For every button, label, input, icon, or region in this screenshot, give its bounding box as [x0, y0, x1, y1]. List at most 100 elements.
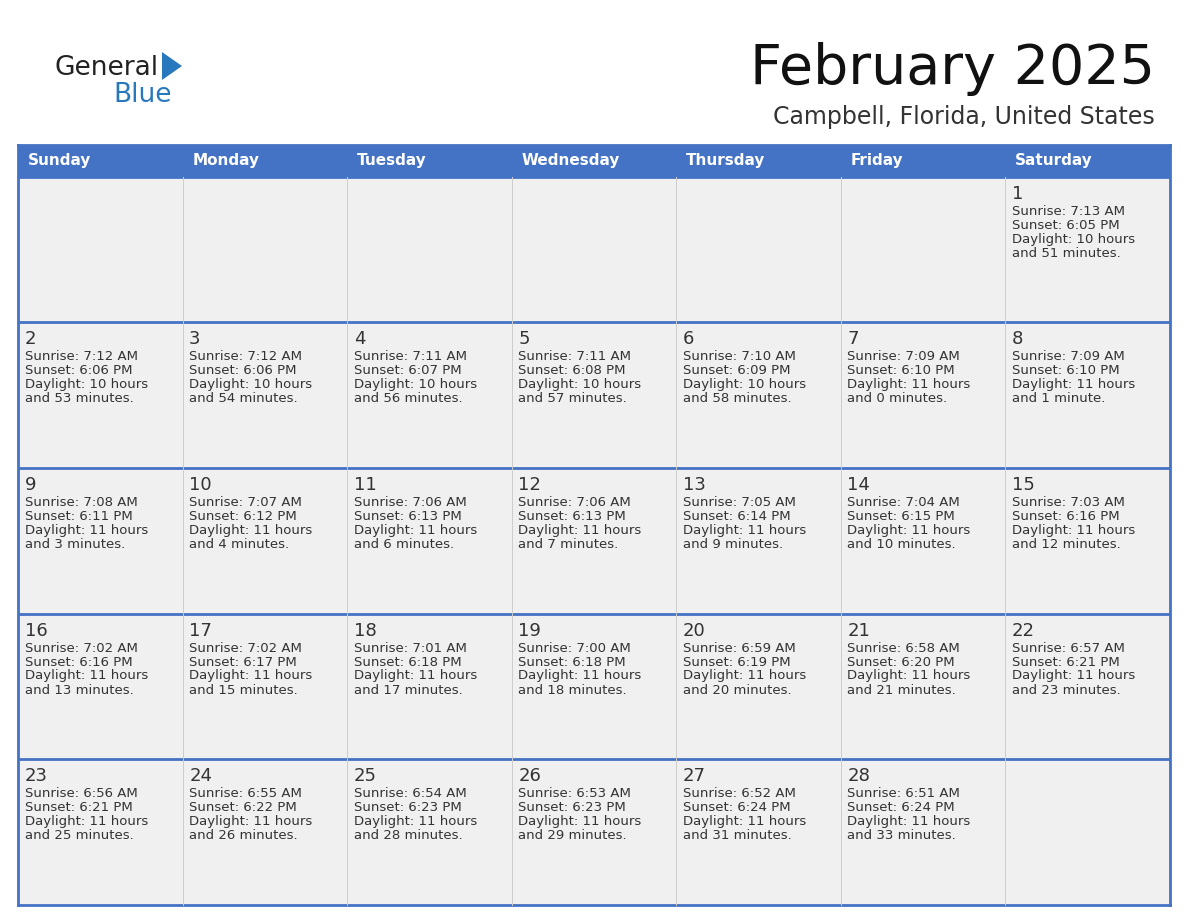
- Text: Sunrise: 7:06 AM: Sunrise: 7:06 AM: [354, 496, 467, 509]
- Text: 23: 23: [25, 767, 48, 785]
- Text: Sunset: 6:23 PM: Sunset: 6:23 PM: [518, 801, 626, 814]
- Text: Sunset: 6:24 PM: Sunset: 6:24 PM: [683, 801, 790, 814]
- Text: Sunrise: 7:08 AM: Sunrise: 7:08 AM: [25, 496, 138, 509]
- Text: Sunset: 6:24 PM: Sunset: 6:24 PM: [847, 801, 955, 814]
- Bar: [1005, 322, 1170, 468]
- Text: 8: 8: [1012, 330, 1023, 348]
- Text: Daylight: 11 hours: Daylight: 11 hours: [1012, 378, 1136, 391]
- Bar: [841, 468, 1005, 613]
- Bar: [676, 613, 841, 759]
- Text: 27: 27: [683, 767, 706, 785]
- Text: Sunset: 6:21 PM: Sunset: 6:21 PM: [1012, 655, 1120, 668]
- Text: Sunrise: 7:03 AM: Sunrise: 7:03 AM: [1012, 496, 1125, 509]
- Text: and 53 minutes.: and 53 minutes.: [25, 392, 133, 405]
- Text: Sunset: 6:13 PM: Sunset: 6:13 PM: [354, 509, 461, 522]
- Text: and 26 minutes.: and 26 minutes.: [189, 829, 298, 842]
- Text: Sunrise: 7:01 AM: Sunrise: 7:01 AM: [354, 642, 467, 655]
- Text: 14: 14: [847, 476, 871, 494]
- Text: and 9 minutes.: and 9 minutes.: [683, 538, 783, 551]
- Text: 25: 25: [354, 767, 377, 785]
- Text: Tuesday: Tuesday: [358, 153, 426, 169]
- Text: Sunrise: 7:10 AM: Sunrise: 7:10 AM: [683, 350, 796, 363]
- Text: 18: 18: [354, 621, 377, 640]
- Text: 28: 28: [847, 767, 871, 785]
- Bar: [183, 759, 347, 905]
- Bar: [183, 468, 347, 613]
- Bar: [676, 322, 841, 468]
- Bar: [676, 759, 841, 905]
- Text: and 57 minutes.: and 57 minutes.: [518, 392, 627, 405]
- Text: Sunset: 6:08 PM: Sunset: 6:08 PM: [518, 364, 626, 377]
- Text: and 25 minutes.: and 25 minutes.: [25, 829, 133, 842]
- Text: Daylight: 11 hours: Daylight: 11 hours: [1012, 669, 1136, 682]
- Text: Daylight: 11 hours: Daylight: 11 hours: [683, 669, 807, 682]
- Text: Daylight: 11 hours: Daylight: 11 hours: [683, 815, 807, 828]
- Bar: [512, 145, 676, 177]
- Text: Daylight: 10 hours: Daylight: 10 hours: [518, 378, 642, 391]
- Text: Sunrise: 7:05 AM: Sunrise: 7:05 AM: [683, 496, 796, 509]
- Text: Sunrise: 7:02 AM: Sunrise: 7:02 AM: [25, 642, 138, 655]
- Text: Sunrise: 7:11 AM: Sunrise: 7:11 AM: [518, 350, 631, 363]
- Text: and 54 minutes.: and 54 minutes.: [189, 392, 298, 405]
- Bar: [183, 613, 347, 759]
- Text: Sunset: 6:06 PM: Sunset: 6:06 PM: [25, 364, 132, 377]
- Text: 2: 2: [25, 330, 36, 348]
- Text: and 0 minutes.: and 0 minutes.: [847, 392, 948, 405]
- Text: 5: 5: [518, 330, 530, 348]
- Text: Thursday: Thursday: [687, 153, 765, 169]
- Bar: [347, 177, 512, 322]
- Text: and 6 minutes.: and 6 minutes.: [354, 538, 454, 551]
- Bar: [347, 145, 512, 177]
- Bar: [183, 177, 347, 322]
- Text: Monday: Monday: [192, 153, 259, 169]
- Bar: [1005, 613, 1170, 759]
- Text: Sunset: 6:05 PM: Sunset: 6:05 PM: [1012, 219, 1119, 232]
- Text: Sunset: 6:06 PM: Sunset: 6:06 PM: [189, 364, 297, 377]
- Text: and 7 minutes.: and 7 minutes.: [518, 538, 619, 551]
- Text: Sunrise: 6:53 AM: Sunrise: 6:53 AM: [518, 788, 631, 800]
- Text: Sunrise: 7:12 AM: Sunrise: 7:12 AM: [189, 350, 302, 363]
- Bar: [841, 759, 1005, 905]
- Text: Daylight: 11 hours: Daylight: 11 hours: [189, 815, 312, 828]
- Text: Daylight: 11 hours: Daylight: 11 hours: [354, 669, 476, 682]
- Text: Sunset: 6:10 PM: Sunset: 6:10 PM: [1012, 364, 1119, 377]
- Text: 9: 9: [25, 476, 36, 494]
- Text: Sunrise: 6:58 AM: Sunrise: 6:58 AM: [847, 642, 960, 655]
- Text: and 1 minute.: and 1 minute.: [1012, 392, 1105, 405]
- Text: Daylight: 10 hours: Daylight: 10 hours: [25, 378, 147, 391]
- Text: Daylight: 11 hours: Daylight: 11 hours: [847, 378, 971, 391]
- Text: 21: 21: [847, 621, 871, 640]
- Text: Sunset: 6:13 PM: Sunset: 6:13 PM: [518, 509, 626, 522]
- Text: 19: 19: [518, 621, 542, 640]
- Text: Sunset: 6:10 PM: Sunset: 6:10 PM: [847, 364, 955, 377]
- Text: and 20 minutes.: and 20 minutes.: [683, 684, 791, 697]
- Text: Sunset: 6:16 PM: Sunset: 6:16 PM: [1012, 509, 1119, 522]
- Text: Sunrise: 7:13 AM: Sunrise: 7:13 AM: [1012, 205, 1125, 218]
- Bar: [676, 468, 841, 613]
- Text: Daylight: 11 hours: Daylight: 11 hours: [847, 815, 971, 828]
- Bar: [347, 322, 512, 468]
- Text: Sunrise: 7:12 AM: Sunrise: 7:12 AM: [25, 350, 138, 363]
- Text: 16: 16: [25, 621, 48, 640]
- Text: and 10 minutes.: and 10 minutes.: [847, 538, 956, 551]
- Bar: [18, 145, 183, 177]
- Text: Sunset: 6:19 PM: Sunset: 6:19 PM: [683, 655, 790, 668]
- Text: and 13 minutes.: and 13 minutes.: [25, 684, 133, 697]
- Bar: [183, 145, 347, 177]
- Text: 22: 22: [1012, 621, 1035, 640]
- Text: and 31 minutes.: and 31 minutes.: [683, 829, 791, 842]
- Text: and 17 minutes.: and 17 minutes.: [354, 684, 462, 697]
- Text: Daylight: 11 hours: Daylight: 11 hours: [518, 669, 642, 682]
- Text: Sunrise: 7:04 AM: Sunrise: 7:04 AM: [847, 496, 960, 509]
- Text: Daylight: 11 hours: Daylight: 11 hours: [1012, 524, 1136, 537]
- Bar: [841, 177, 1005, 322]
- Text: and 51 minutes.: and 51 minutes.: [1012, 247, 1120, 260]
- Text: Sunrise: 7:06 AM: Sunrise: 7:06 AM: [518, 496, 631, 509]
- Text: Sunrise: 6:54 AM: Sunrise: 6:54 AM: [354, 788, 467, 800]
- Bar: [512, 759, 676, 905]
- Text: Sunrise: 7:00 AM: Sunrise: 7:00 AM: [518, 642, 631, 655]
- Text: Sunset: 6:14 PM: Sunset: 6:14 PM: [683, 509, 790, 522]
- Text: Sunset: 6:18 PM: Sunset: 6:18 PM: [518, 655, 626, 668]
- Text: Sunset: 6:12 PM: Sunset: 6:12 PM: [189, 509, 297, 522]
- Text: Daylight: 11 hours: Daylight: 11 hours: [25, 524, 147, 537]
